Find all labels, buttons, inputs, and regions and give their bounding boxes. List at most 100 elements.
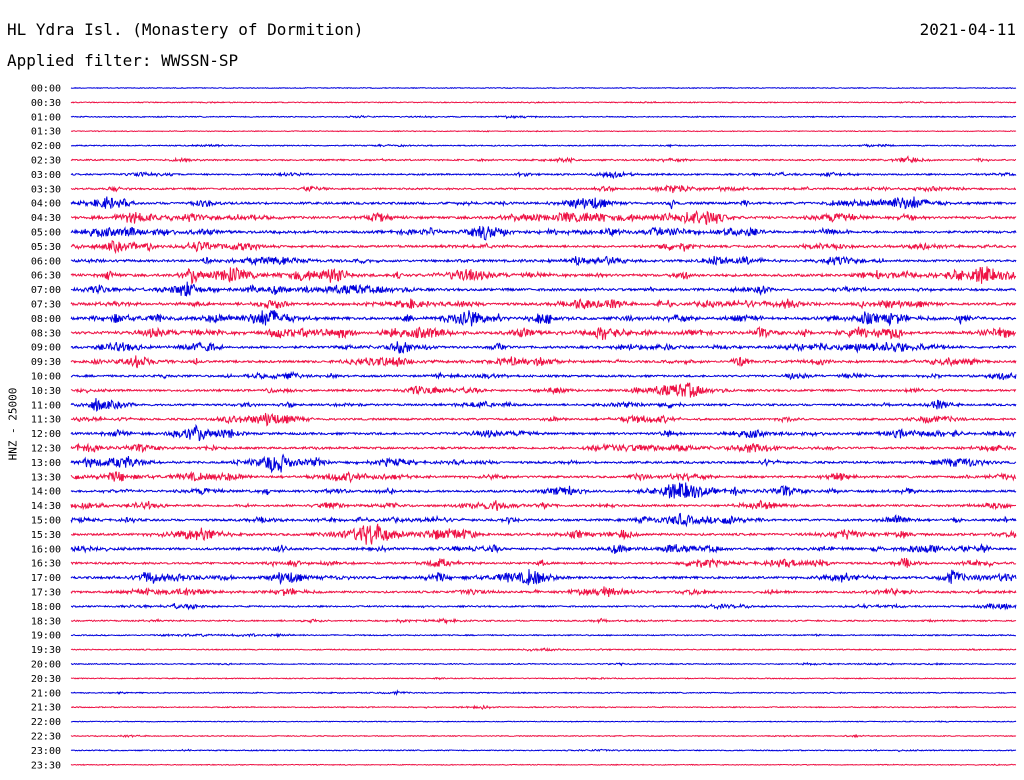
trace-line [70, 129, 1017, 133]
time-label: 10:30 [31, 386, 61, 397]
trace-line [70, 423, 1017, 442]
trace-line [70, 763, 1017, 767]
trace-line [70, 647, 1017, 652]
time-label: 22:30 [31, 732, 61, 743]
time-label: 22:00 [31, 717, 61, 728]
trace-line [70, 602, 1017, 611]
time-label: 19:30 [31, 645, 61, 656]
trace-line [70, 309, 1017, 327]
time-label: 15:30 [31, 530, 61, 541]
trace-line [70, 298, 1017, 310]
trace-line [70, 453, 1017, 474]
trace-line [70, 617, 1017, 625]
time-label: 03:30 [31, 184, 61, 195]
trace-line [70, 398, 1017, 412]
filter-label: Applied filter: WWSSN-SP [7, 51, 239, 70]
trace-line [70, 325, 1017, 341]
time-label: 17:30 [31, 588, 61, 599]
date-label: 2021-04-11 [919, 20, 1016, 39]
trace-line [70, 482, 1017, 499]
trace-line [70, 225, 1017, 241]
time-label: 09:00 [31, 343, 61, 354]
time-label: 05:00 [31, 228, 61, 239]
trace-line [70, 632, 1016, 639]
trace-line [70, 382, 1017, 398]
time-label: 06:30 [31, 271, 61, 282]
time-label: 18:00 [31, 602, 61, 613]
time-label: 08:30 [31, 328, 61, 339]
time-label: 15:00 [31, 516, 61, 527]
time-label: 04:00 [31, 199, 61, 210]
time-label: 13:30 [31, 472, 61, 483]
time-label: 01:00 [31, 112, 61, 123]
time-label: 14:00 [31, 487, 61, 498]
time-label: 12:30 [31, 444, 61, 455]
trace-line [70, 255, 1017, 267]
time-label: 10:00 [31, 372, 61, 383]
trace-line [70, 86, 1017, 90]
time-label: 07:00 [31, 285, 61, 296]
time-label: 18:30 [31, 616, 61, 627]
trace-line [70, 209, 1017, 226]
time-label: 02:00 [31, 141, 61, 152]
trace-line [70, 748, 1017, 753]
trace-line [70, 733, 1017, 739]
trace-line [70, 586, 1017, 597]
time-label: 23:00 [31, 746, 61, 757]
time-label: 23:30 [31, 760, 61, 771]
trace-line [70, 499, 1017, 512]
time-label: 16:00 [31, 544, 61, 555]
time-label: 06:00 [31, 256, 61, 267]
trace-line [70, 341, 1017, 354]
time-label: 14:30 [31, 501, 61, 512]
trace-line [70, 155, 1017, 164]
trace-line [70, 569, 1017, 586]
time-label: 16:30 [31, 559, 61, 570]
trace-line [70, 114, 1017, 120]
station-title: HL Ydra Isl. (Monastery of Dormition) [7, 20, 364, 39]
trace-line [70, 689, 1017, 696]
time-label: 21:30 [31, 703, 61, 714]
trace-line [70, 196, 1017, 210]
trace-line [70, 281, 1017, 297]
time-label: 12:00 [31, 429, 61, 440]
time-label: 00:30 [31, 98, 61, 109]
time-label: 01:30 [31, 127, 61, 138]
time-label: 19:00 [31, 631, 61, 642]
trace-line [70, 170, 1017, 180]
time-labels-group: 00:00 00:30 01:00 01:30 02:00 02:30 03:00 03:30… [31, 84, 61, 772]
trace-line [70, 676, 1017, 681]
trace-line [70, 100, 1017, 104]
trace-line [70, 557, 1017, 569]
time-label: 11:30 [31, 415, 61, 426]
trace-line [70, 266, 1017, 285]
time-label: 07:30 [31, 300, 61, 311]
trace-line [70, 661, 1017, 667]
trace-line [70, 370, 1017, 381]
time-label: 08:00 [31, 314, 61, 325]
trace-line [70, 542, 1017, 555]
trace-line [71, 523, 1017, 545]
trace-line [70, 512, 1017, 528]
time-label: 04:30 [31, 213, 61, 224]
trace-line [70, 720, 1017, 723]
trace-line [70, 143, 1017, 149]
time-label: 05:30 [31, 242, 61, 253]
time-label: 11:00 [31, 400, 61, 411]
time-label: 02:30 [31, 156, 61, 167]
time-label: 21:00 [31, 688, 61, 699]
time-label: 20:00 [31, 660, 61, 671]
time-label: 09:30 [31, 357, 61, 368]
traces-group [70, 86, 1017, 767]
trace-line [70, 470, 1017, 484]
time-label: 03:00 [31, 170, 61, 181]
trace-line [70, 412, 1017, 427]
trace-line [70, 184, 1016, 194]
trace-line [71, 704, 1017, 710]
trace-line [70, 240, 1017, 255]
time-label: 20:30 [31, 674, 61, 685]
trace-line [70, 355, 1017, 369]
time-label: 00:00 [31, 84, 61, 95]
time-label: 17:00 [31, 573, 61, 584]
